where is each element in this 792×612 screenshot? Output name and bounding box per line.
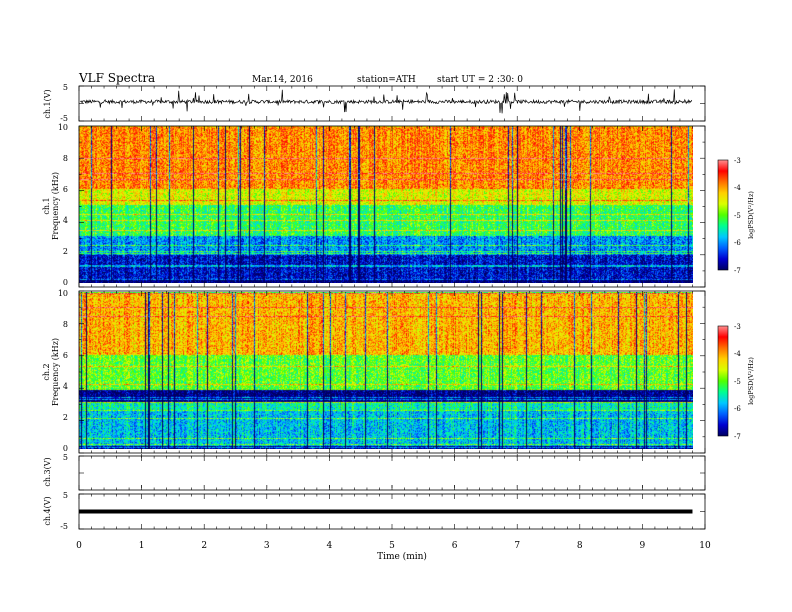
- ch1-colorbar-label: logPSD(V²/Hz): [747, 191, 755, 239]
- x-axis-label: Time (min): [377, 551, 427, 562]
- xtick-label-2: 2: [201, 541, 207, 551]
- xtick-label-10: 10: [699, 541, 711, 551]
- ch4-ytick-bottom: -5: [60, 522, 68, 531]
- xtick-label-8: 8: [577, 541, 583, 551]
- ch1-ytick-0: 0: [63, 278, 68, 287]
- ch2-cbar-tick-m6: -6: [734, 405, 741, 413]
- axis-ticks: [78, 85, 706, 530]
- ch1-ytick-4: 4: [63, 216, 68, 225]
- ch2-cbar-tick-m7: -7: [734, 433, 741, 441]
- x-axis: 0 1 2 3 4 5 6 7 8 9 10 Time (min): [76, 541, 711, 562]
- ch3-ytick-top: 5: [63, 453, 68, 462]
- ch2-cbar-tick-m3: -3: [734, 323, 741, 331]
- ch2-cbar-tick-m4: -4: [734, 350, 741, 358]
- ch1-waveform-ylabel: ch.1(V): [43, 89, 52, 118]
- ch2-ytick-6: 6: [63, 351, 68, 360]
- ch2-ytick-0: 0: [63, 444, 68, 453]
- ch2-ytick-2: 2: [63, 413, 68, 422]
- ch3-waveform-frame: [78, 455, 706, 491]
- ch1-ytick-10: 10: [58, 123, 68, 132]
- xtick-label-9: 9: [640, 541, 646, 551]
- ch2-colorbar-gradient: [717, 325, 729, 437]
- ch2-cbar-tick-m5: -5: [734, 378, 741, 386]
- ch2-colorbar: -3 -4 -5 -6 -7 logPSD(V²/Hz): [717, 323, 755, 441]
- ch2-spectrogram-panel: 10 8 6 4 2 0 ch.2 Frequency (kHz): [42, 289, 706, 454]
- ch2-ytick-10: 10: [58, 289, 68, 298]
- ch1-cbar-tick-m4: -4: [734, 184, 741, 192]
- xtick-label-7: 7: [514, 541, 520, 551]
- xtick-label-6: 6: [452, 541, 458, 551]
- ch1-colorbar-gradient: [717, 159, 729, 271]
- date-label: Mar.14, 2016: [252, 75, 313, 85]
- ch1-waveform-panel: 5 -5 ch.1(V): [43, 83, 706, 123]
- ch1-cbar-tick-m7: -7: [734, 267, 741, 275]
- ch1-colorbar: -3 -4 -5 -6 -7 logPSD(V²/Hz): [717, 157, 755, 275]
- ch2-spectrogram-image: [79, 292, 693, 449]
- ch4-ytick-top: 5: [63, 491, 68, 500]
- figure-title: VLF Spectra: [78, 71, 155, 85]
- ch4-waveform-panel: 5 -5 ch.4(V): [43, 491, 706, 531]
- ch2-ytick-4: 4: [63, 382, 68, 391]
- station-label: station=ATH: [357, 75, 416, 85]
- ch1-ytick-top: 5: [63, 83, 68, 92]
- ch2-ytick-8: 8: [63, 320, 68, 329]
- xtick-label-0: 0: [76, 541, 82, 551]
- ch2-colorbar-label: logPSD(V²/Hz): [747, 357, 755, 405]
- ch2-frequency-ylabel: Frequency (kHz): [51, 338, 60, 406]
- ch1-spectrogram-image: [79, 126, 693, 283]
- xtick-label-5: 5: [389, 541, 395, 551]
- ch1-cbar-tick-m5: -5: [734, 212, 741, 220]
- ch1-channel-label: ch.1: [42, 197, 51, 214]
- ch1-ytick-8: 8: [63, 154, 68, 163]
- xtick-label-1: 1: [139, 541, 145, 551]
- ch3-waveform-ylabel: ch.3(V): [43, 457, 52, 486]
- xtick-label-4: 4: [327, 541, 333, 551]
- ch1-waveform-trace: [79, 89, 693, 114]
- ch2-channel-label: ch.2: [42, 363, 51, 380]
- ch1-frequency-ylabel: Frequency (kHz): [51, 172, 60, 240]
- ch3-waveform-panel: 5 ch.3(V): [43, 453, 706, 491]
- ch4-waveform-ylabel: ch.4(V): [43, 496, 52, 525]
- ch1-ytick-bottom: -5: [60, 114, 68, 123]
- ch1-cbar-tick-m6: -6: [734, 239, 741, 247]
- ch1-ytick-2: 2: [63, 247, 68, 256]
- ch1-ytick-6: 6: [63, 185, 68, 194]
- xtick-label-3: 3: [264, 541, 270, 551]
- start-time-label: start UT = 2 :30: 0: [437, 75, 523, 85]
- ch1-cbar-tick-m3: -3: [734, 157, 741, 165]
- ch1-spectrogram-panel: 10 8 6 4 2 0 ch.1 Frequency (kHz): [42, 123, 706, 288]
